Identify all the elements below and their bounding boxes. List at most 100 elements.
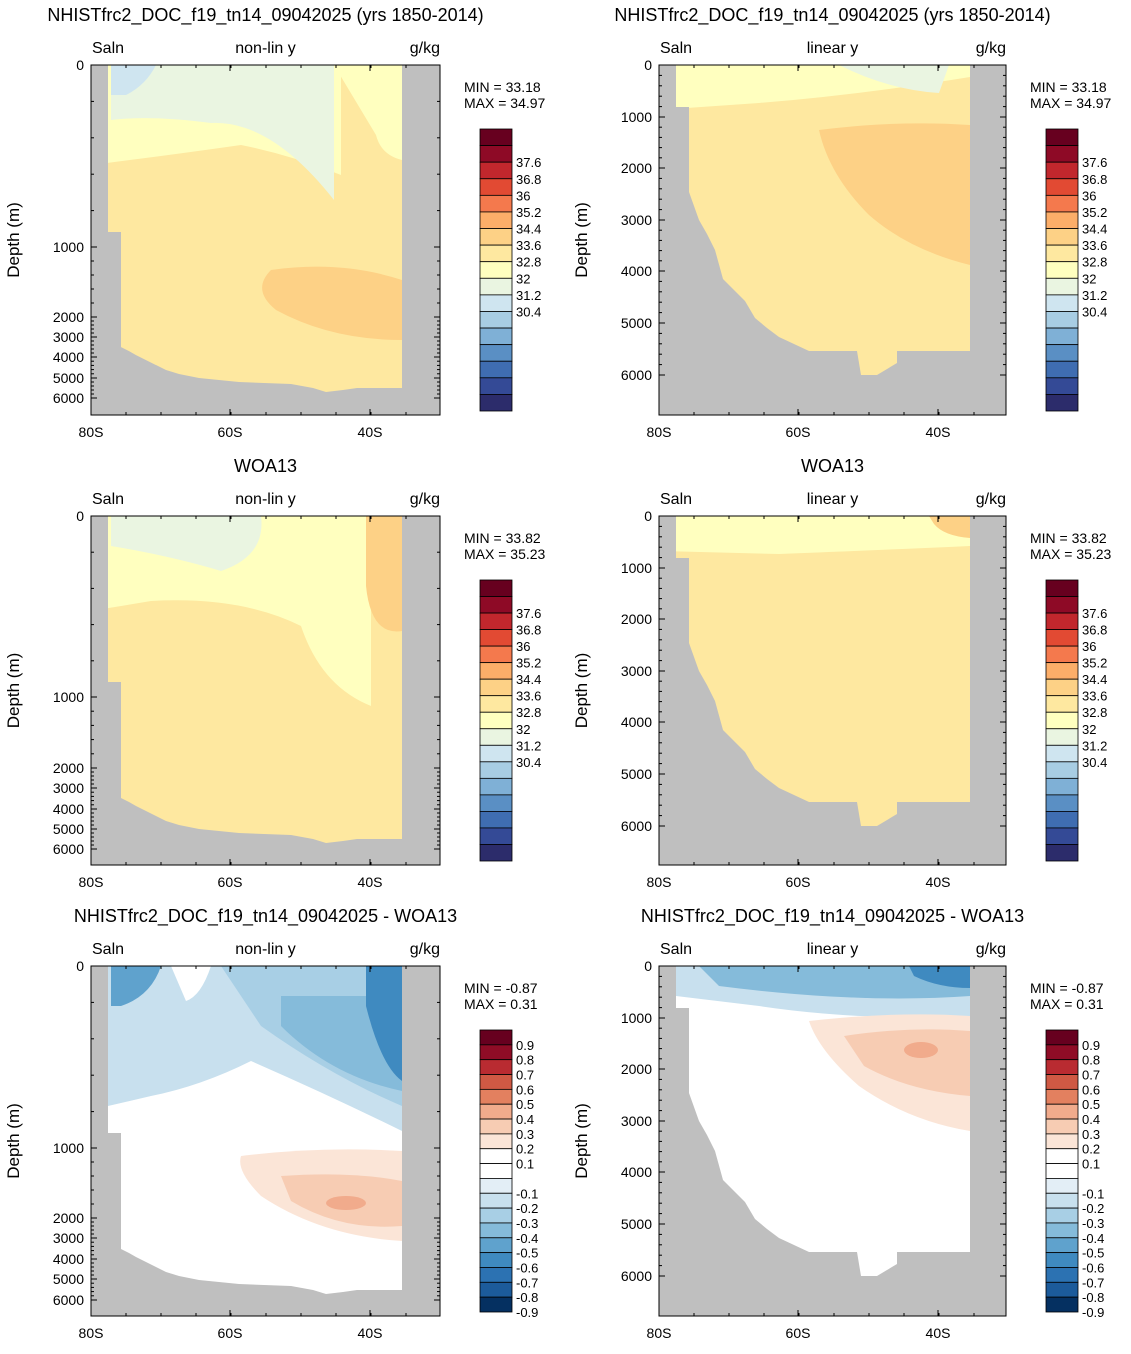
y-tick-label: 4000 (621, 263, 652, 279)
chart-panel-obs-lin: WOA13 Saln linear y g/kg 0 1000 2000 3000 4000 50… (572, 456, 1112, 890)
colorbar-label: -0.7 (516, 1275, 538, 1290)
colorbar-swatch (1045, 1074, 1079, 1090)
colorbar-label: 0.7 (1082, 1068, 1100, 1083)
colorbar-swatch (479, 827, 513, 845)
x-tick-label: 40S (358, 874, 383, 890)
colorbar-label: 36.8 (516, 172, 541, 187)
y-tick-label: 0 (76, 508, 84, 524)
y-axis-label: Depth (m) (572, 202, 591, 278)
colorbar-swatch (479, 629, 513, 647)
colorbar-label: 31.2 (516, 738, 541, 753)
colorbar-swatch (479, 1296, 513, 1313)
colorbar-swatch (479, 744, 513, 763)
ocean-field (108, 966, 402, 1294)
x-tick-label: 40S (358, 424, 383, 440)
y-tick-label: 3000 (53, 329, 84, 345)
units-label: g/kg (410, 491, 440, 508)
y-tick-label: 0 (76, 958, 84, 974)
y-axis-label: Depth (m) (4, 1103, 23, 1179)
contour-band (699, 966, 970, 999)
colorbar-label: 0.4 (516, 1112, 534, 1127)
colorbar-swatch (1045, 1222, 1079, 1239)
colorbar-label: 32.8 (1082, 705, 1107, 720)
max-value: MAX = 35.23 (464, 546, 546, 562)
colorbar-swatch (479, 1207, 513, 1224)
y-scale-label: linear y (807, 491, 859, 508)
colorbar-label: 36.8 (516, 623, 541, 638)
y-scale-label: non-lin y (235, 941, 295, 958)
contour-band (111, 516, 262, 571)
colorbar-swatch (479, 327, 513, 346)
x-tick-label: 60S (218, 424, 243, 440)
colorbar-label: 36 (1082, 639, 1096, 654)
field-label: Saln (92, 40, 124, 57)
colorbar-swatch (479, 377, 513, 395)
colorbar-label: 0.4 (1082, 1112, 1100, 1127)
colorbar-label: 32.8 (516, 705, 541, 720)
field-label: Saln (92, 491, 124, 508)
colorbar-label: 35.2 (1082, 205, 1107, 220)
colorbar-swatch (1045, 761, 1079, 779)
y-tick-label: 4000 (53, 349, 84, 365)
colorbar-swatch (479, 645, 513, 664)
x-tick-label: 60S (218, 1325, 243, 1341)
colorbar-label: -0.8 (1082, 1290, 1104, 1305)
colorbar-swatch (1045, 344, 1079, 362)
y-tick-label: 5000 (53, 821, 84, 837)
colorbar-swatch (1045, 596, 1079, 614)
colorbar-swatch (1045, 695, 1079, 713)
x-tick-label: 80S (79, 1325, 104, 1341)
y-tick-label: 2000 (53, 1210, 84, 1226)
units-label: g/kg (976, 491, 1006, 508)
panel-title: NHISTfrc2_DOC_f19_tn14_09042025 (yrs 185… (614, 5, 1050, 26)
colorbar-label: 0.1 (516, 1157, 534, 1172)
colorbar-swatch (1045, 128, 1079, 146)
colorbar-label: 0.2 (516, 1142, 534, 1157)
colorbar-swatch (1045, 1192, 1079, 1209)
colorbar-swatch (1045, 145, 1079, 163)
colorbar-label: 37.6 (1082, 606, 1107, 621)
colorbar-swatch (479, 1267, 513, 1283)
colorbar-label: 32 (516, 722, 530, 737)
colorbar-swatch (1045, 377, 1079, 395)
colorbar-label: 0.3 (1082, 1127, 1100, 1142)
field-label: Saln (660, 40, 692, 57)
y-tick-label: 1000 (621, 560, 652, 576)
colorbar-swatch (479, 1252, 513, 1268)
contour-band (262, 266, 402, 340)
y-tick-label: 0 (644, 508, 652, 524)
colorbar-swatch (479, 1222, 513, 1239)
y-tick-label: 6000 (53, 390, 84, 406)
y-tick-label: 6000 (621, 818, 652, 834)
colorbar-label: 0.9 (516, 1038, 534, 1053)
colorbar-swatch (1045, 612, 1079, 630)
colorbar-swatch (479, 579, 513, 597)
y-tick-label: 3000 (621, 1113, 652, 1129)
colorbar-label: 30.4 (516, 755, 541, 770)
min-value: MIN = -0.87 (464, 980, 538, 996)
ocean-field (108, 65, 402, 392)
y-scale-label: linear y (807, 941, 859, 958)
x-tick-label: 60S (786, 424, 811, 440)
colorbar-label: 33.6 (1082, 689, 1107, 704)
y-tick-label: 3000 (621, 663, 652, 679)
colorbar-swatch (1045, 662, 1079, 680)
ocean-field (108, 516, 402, 843)
colorbar-swatch (1045, 228, 1079, 246)
y-tick-label: 6000 (53, 1292, 84, 1308)
colorbar: 0.90.80.70.60.50.40.30.20.1-0.1-0.2-0.3-… (1045, 1029, 1104, 1320)
contour-band (839, 65, 949, 93)
colorbar-swatch (479, 128, 513, 146)
colorbar-swatch (479, 1192, 513, 1209)
y-tick-label: 1000 (53, 239, 84, 255)
y-tick-label: 2000 (621, 611, 652, 627)
contour-band (819, 123, 970, 265)
colorbar-swatch (1045, 1267, 1079, 1283)
colorbar-swatch (479, 344, 513, 362)
colorbar: 0.90.80.70.60.50.40.30.20.1-0.1-0.2-0.3-… (479, 1029, 538, 1320)
x-tick-label: 80S (647, 1325, 672, 1341)
colorbar-label: 32 (1082, 722, 1096, 737)
colorbar-swatch (479, 228, 513, 246)
colorbar-swatch (1045, 1059, 1079, 1075)
colorbar-swatch (1045, 194, 1079, 213)
